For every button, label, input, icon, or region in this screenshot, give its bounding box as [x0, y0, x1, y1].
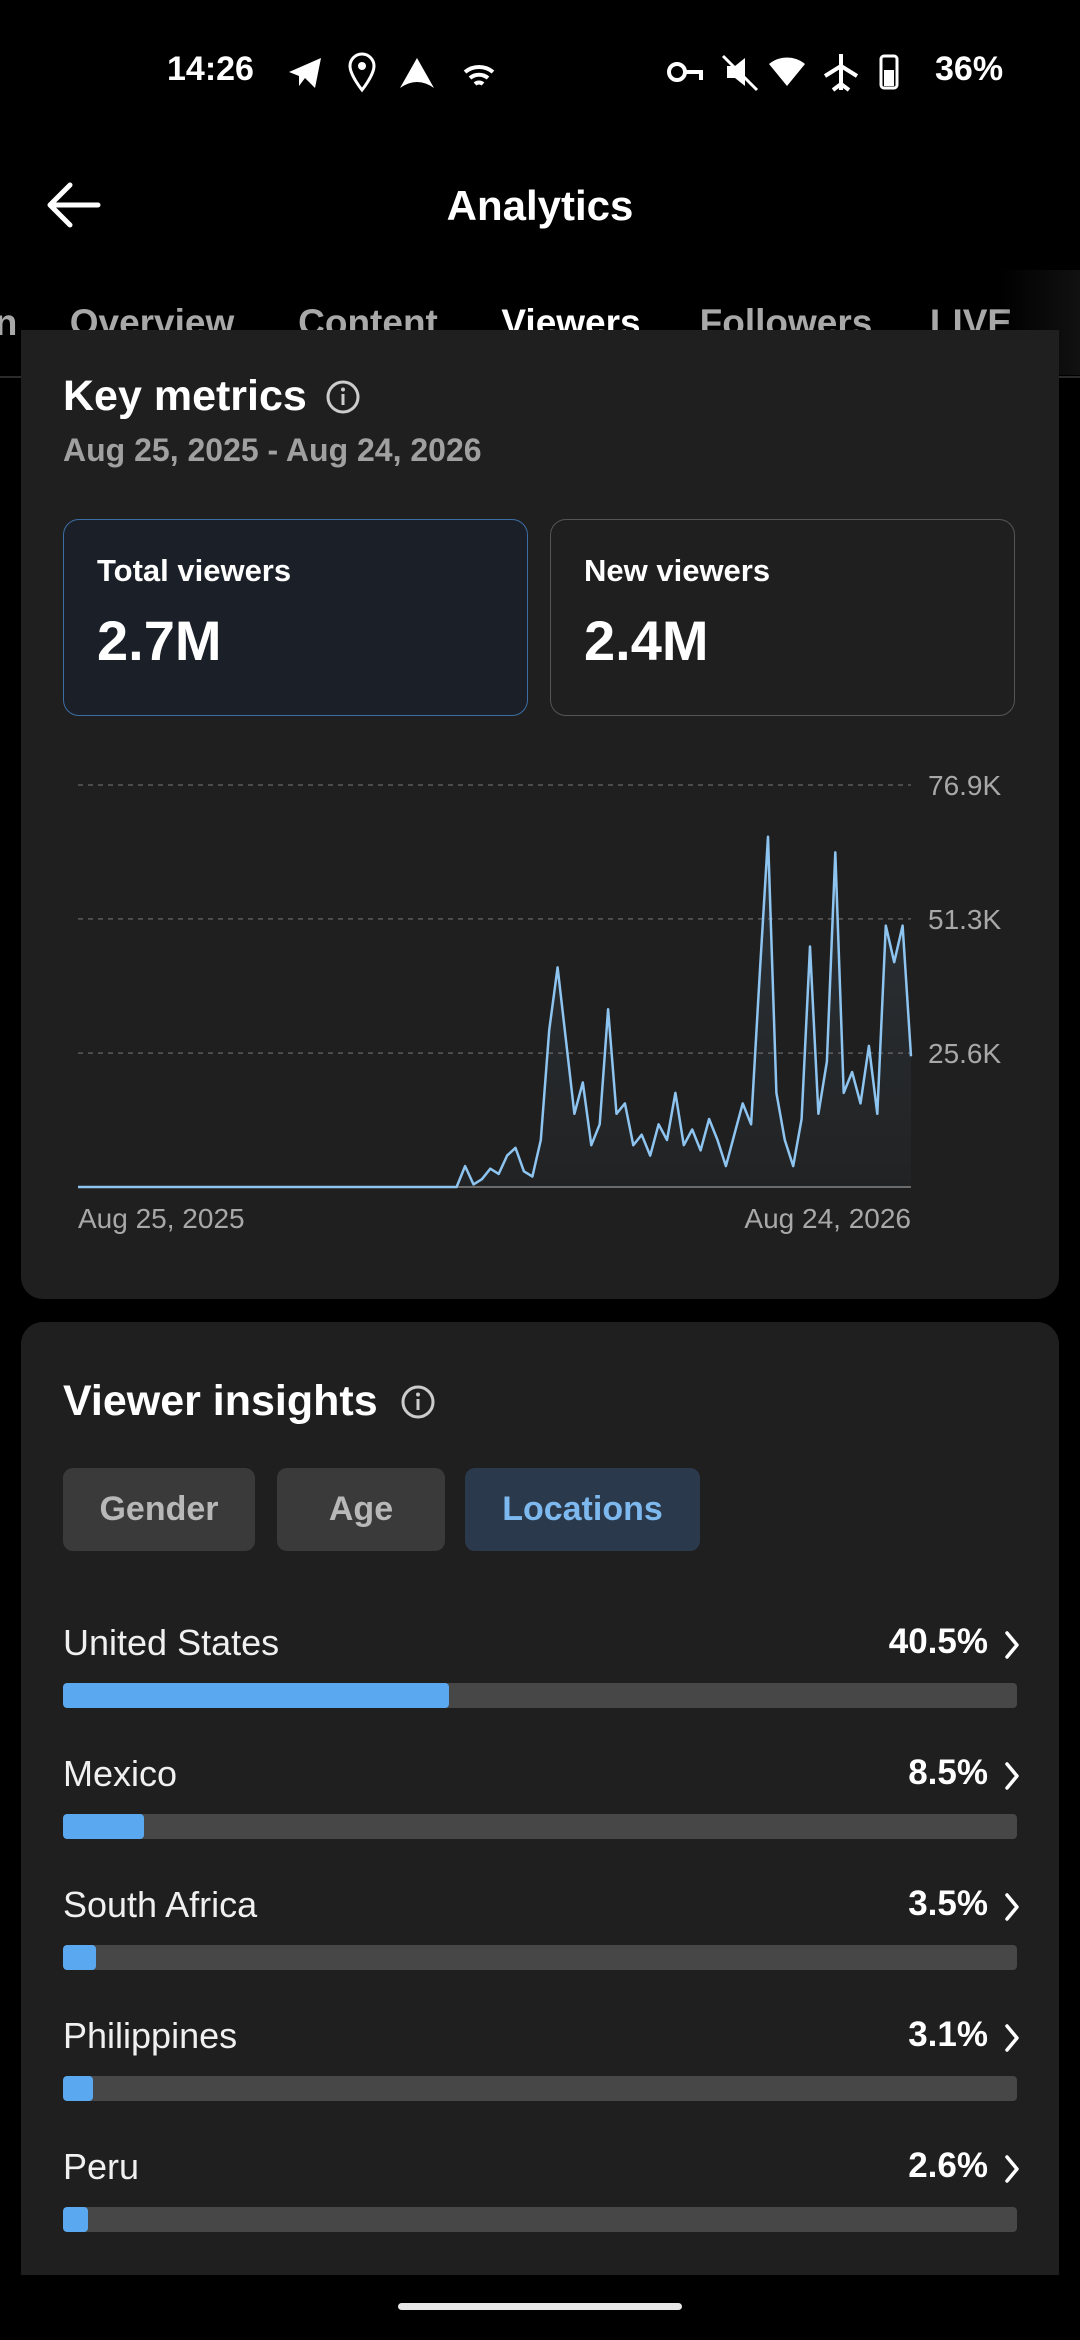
share-track	[63, 1945, 1017, 1970]
status-icons-right	[667, 54, 899, 92]
y-tick-label: 51.3K	[928, 904, 1001, 935]
section-title: Viewer insights	[63, 1377, 378, 1425]
share-bar	[63, 1945, 97, 1970]
info-icon[interactable]	[400, 1384, 436, 1420]
battery-level: 36%	[935, 50, 1004, 88]
filter-chip[interactable]: Locations	[465, 1468, 700, 1551]
metric-value: 2.4M	[584, 609, 709, 672]
location-share: 8.5%	[908, 1753, 988, 1792]
location-name: Mexico	[63, 1753, 178, 1794]
x-tick-label: Aug 25, 2025	[78, 1203, 245, 1234]
metric-card[interactable]: New viewers 2.4M	[550, 519, 1015, 716]
status-icons-left	[289, 52, 495, 93]
share-track	[63, 1814, 1017, 1839]
back-button[interactable]	[44, 180, 104, 230]
status-time: 14:26	[167, 50, 254, 88]
date-range: Aug 25, 2025 - Aug 24, 2026	[63, 432, 482, 468]
chevron[interactable]	[1002, 1630, 1022, 1660]
metric-label: Total viewers	[97, 553, 292, 588]
page-title: Analytics	[446, 182, 634, 229]
y-tick-label: 25.6K	[928, 1038, 1001, 1069]
tab[interactable]: n	[0, 302, 18, 343]
location-share: 3.5%	[908, 1884, 988, 1923]
chevron[interactable]	[1002, 1761, 1022, 1791]
line	[78, 835, 913, 1189]
location-share: 40.5%	[888, 1622, 988, 1661]
share-bar	[63, 2076, 93, 2101]
location-name: South Africa	[63, 1884, 258, 1925]
location-name: United States	[63, 1622, 280, 1663]
area	[78, 836, 911, 1187]
location-share: 3.1%	[908, 2015, 988, 2054]
location-share: 2.6%	[908, 2146, 988, 2185]
metric-value: 2.7M	[97, 609, 222, 672]
filter-chip[interactable]: Age	[277, 1468, 445, 1551]
chevron[interactable]	[1002, 1892, 1022, 1922]
chart: 25.6K 51.3K 76.9K Aug 25, 2025 Aug 24, 2026	[78, 770, 1001, 1234]
x-tick-label: Aug 24, 2026	[744, 1203, 911, 1234]
location-name: Philippines	[63, 2015, 238, 2056]
info-icon[interactable]	[325, 379, 361, 415]
home-indicator[interactable]	[398, 2303, 682, 2310]
share-bar	[63, 1814, 145, 1839]
share-track	[63, 2207, 1017, 2232]
section-title: Key metrics	[63, 372, 307, 420]
metric-card[interactable]: Total viewers 2.7M	[63, 519, 528, 716]
share-bar	[63, 2207, 88, 2232]
chevron[interactable]	[1002, 2023, 1022, 2053]
y-tick-label: 76.9K	[928, 770, 1001, 801]
location-name: Peru	[63, 2146, 140, 2187]
share-track	[63, 2076, 1017, 2101]
share-track	[63, 1683, 1017, 1708]
filter-chip[interactable]: Gender	[63, 1468, 255, 1551]
share-bar	[63, 1683, 450, 1708]
chevron[interactable]	[1002, 2154, 1022, 2184]
metric-label: New viewers	[584, 553, 771, 588]
